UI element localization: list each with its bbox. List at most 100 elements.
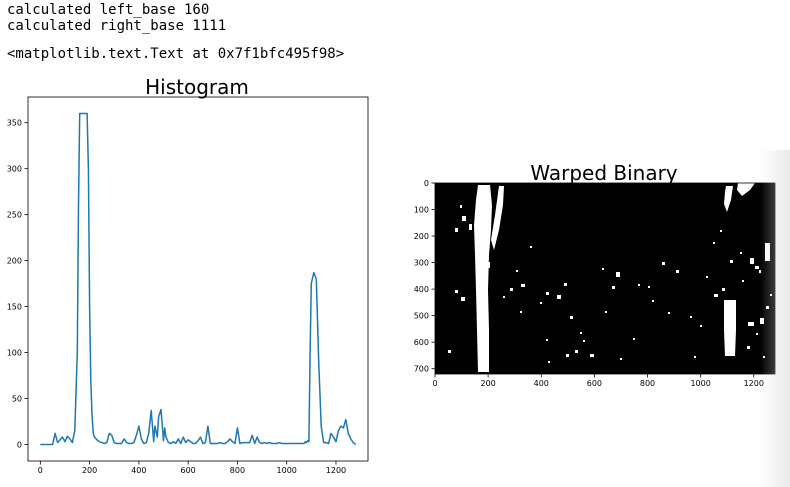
binary-pixel-blob	[455, 290, 458, 293]
warped-binary-title: Warped Binary	[530, 161, 677, 185]
binary-pixel-blob	[602, 268, 604, 270]
histogram-y-tick-label: 0	[17, 440, 22, 449]
binary-pixel-blob	[740, 252, 742, 254]
warped-x-tick-label: 1000	[690, 379, 710, 388]
warped-y-tick-label: 100	[414, 206, 429, 215]
left-base-output: calculated left_base 160	[7, 2, 210, 18]
binary-pixel-blob	[756, 333, 758, 335]
warped-binary-image	[435, 183, 775, 374]
warped-binary-y-ticks: 0 100 200 300 400 500 600 700	[414, 179, 435, 374]
binary-pixel-blob	[566, 354, 569, 357]
binary-pixel-blob	[668, 312, 670, 314]
histogram-x-tick-label: 800	[230, 466, 245, 475]
histogram-series-line	[40, 112, 357, 446]
binary-pixel-blob	[662, 262, 665, 265]
warped-y-tick-label: 600	[414, 338, 429, 347]
binary-pixel-blob	[485, 262, 490, 268]
binary-pixel-blob	[546, 292, 549, 295]
warped-y-tick-label: 700	[414, 365, 429, 374]
binary-pixel-blob	[455, 228, 458, 232]
binary-pixel-blob	[620, 358, 622, 360]
binary-pixel-blob	[557, 295, 561, 299]
binary-pixel-region	[491, 186, 504, 250]
binary-pixel-blob	[713, 242, 715, 244]
binary-pixel-blob	[755, 266, 759, 269]
histogram-y-tick-label: 200	[7, 257, 22, 266]
binary-pixel-blob	[605, 311, 607, 313]
histogram-x-tick-label: 1200	[326, 466, 346, 475]
binary-pixel-blob	[503, 296, 505, 298]
histogram-y-tick-label: 350	[7, 119, 22, 128]
warped-x-tick-label: 600	[587, 379, 602, 388]
binary-pixel-blob	[590, 354, 594, 357]
binary-pixel-blob	[694, 356, 696, 358]
binary-pixel-blob	[510, 288, 513, 291]
binary-pixel-region	[724, 300, 736, 356]
histogram-y-tick-label: 300	[7, 165, 22, 174]
histogram-y-ticks: 0 50 100 150 200 250 300 350	[7, 119, 28, 449]
histogram-y-tick-label: 150	[7, 303, 22, 312]
binary-pixel-blob	[548, 361, 550, 363]
histogram-x-ticks: 0 200 400 600 800 1000 1200	[38, 461, 346, 475]
binary-pixel-blob	[520, 311, 522, 313]
binary-pixel-blob	[706, 276, 708, 278]
histogram-y-tick-label: 100	[7, 349, 22, 358]
binary-pixel-blob	[469, 224, 472, 230]
warped-binary-x-ticks: 0 200 400 600 800 1000 1200	[432, 374, 764, 388]
binary-pixel-blob	[638, 284, 640, 286]
binary-pixel-region	[474, 185, 492, 372]
warped-x-tick-label: 400	[534, 379, 549, 388]
binary-pixel-blob	[690, 316, 692, 318]
binary-pixel-blob	[700, 325, 702, 327]
binary-pixel-blob	[448, 350, 451, 353]
histogram-chart: Histogram 0 200 400 600 800 1000 1200 0 50 100 15…	[7, 75, 369, 475]
binary-pixel-blob	[546, 339, 548, 341]
warped-y-tick-label: 0	[424, 179, 429, 188]
binary-pixel-blob	[521, 284, 525, 287]
binary-pixel-blob	[616, 272, 620, 277]
histogram-x-tick-label: 400	[131, 466, 146, 475]
binary-pixel-blob	[676, 270, 679, 273]
binary-pixel-blob	[714, 294, 718, 297]
histogram-x-tick-label: 600	[181, 466, 196, 475]
binary-pixel-blob	[722, 288, 725, 291]
histogram-x-tick-label: 0	[38, 466, 43, 475]
warped-x-tick-label: 200	[480, 379, 495, 388]
binary-pixel-blob	[612, 286, 615, 289]
warped-y-tick-label: 200	[414, 232, 429, 241]
page-edge-shadow	[760, 150, 790, 487]
warped-x-tick-label: 800	[640, 379, 655, 388]
warped-x-tick-label: 0	[432, 379, 437, 388]
histogram-x-tick-label: 1000	[277, 466, 297, 475]
right-base-output: calculated right_base 1111	[7, 18, 227, 34]
warped-y-tick-label: 500	[414, 312, 429, 321]
binary-pixel-blob	[530, 246, 532, 248]
binary-pixel-blob	[570, 316, 573, 319]
binary-pixel-blob	[648, 286, 650, 288]
binary-pixel-blob	[652, 300, 654, 302]
binary-pixel-blob	[583, 340, 585, 342]
warped-x-tick-label: 1200	[744, 379, 764, 388]
binary-pixel-blob	[460, 205, 462, 208]
binary-pixel-blob	[480, 280, 483, 284]
binary-pixel-blob	[540, 302, 542, 304]
binary-pixel-blob	[564, 283, 567, 286]
binary-pixel-blob	[575, 350, 578, 353]
warped-binary-chart: Warped Binary 0 200 400 600 800 1000 1200 0 100…	[414, 161, 776, 388]
binary-pixel-blob	[750, 258, 754, 264]
binary-pixel-blob	[516, 270, 518, 272]
warped-y-tick-label: 400	[414, 285, 429, 294]
histogram-axes-frame	[27, 96, 369, 462]
histogram-title: Histogram	[145, 75, 249, 99]
binary-pixel-blob	[720, 230, 722, 232]
binary-pixel-blob	[748, 322, 754, 326]
warped-y-tick-label: 300	[414, 259, 429, 268]
binary-pixel-blob	[633, 338, 635, 340]
binary-pixel-blob	[580, 332, 582, 334]
histogram-x-tick-label: 200	[82, 466, 97, 475]
histogram-y-tick-label: 250	[7, 211, 22, 220]
histogram-y-tick-label: 50	[12, 394, 22, 403]
matplotlib-text-output: <matplotlib.text.Text at 0x7f1bfc495f98>	[7, 46, 345, 62]
binary-pixel-blob	[462, 216, 466, 221]
